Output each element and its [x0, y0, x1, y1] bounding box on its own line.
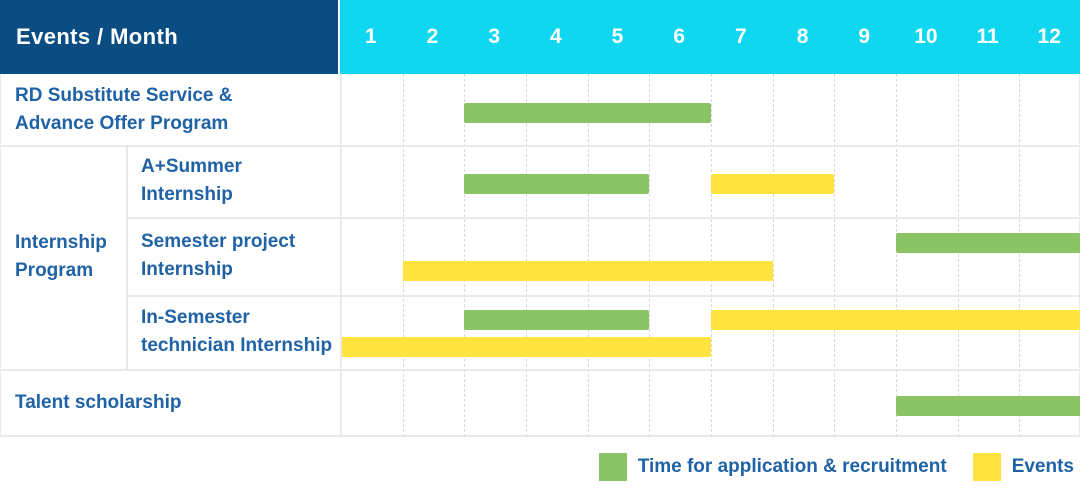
month-gridline	[526, 74, 527, 437]
row-label-rd-substitute: RD Substitute Service & Advance Offer Pr…	[15, 74, 325, 145]
month-header-8: 8	[796, 25, 809, 48]
recruitment-bar	[464, 174, 650, 194]
row-label-line: Talent scholarship	[15, 392, 182, 413]
month-header-5: 5	[611, 25, 624, 48]
row-label-in-semester-technician: In-Semester technician Internship	[141, 295, 339, 369]
month-header-9: 9	[858, 25, 871, 48]
events-swatch-icon	[972, 453, 1001, 481]
month-gridline	[649, 74, 651, 437]
row-divider	[1, 369, 1080, 371]
event-bar	[402, 261, 773, 282]
row-label-line: Internship	[141, 259, 233, 280]
event-bar	[711, 309, 1080, 330]
event-bar	[341, 336, 711, 357]
month-gridline	[711, 74, 712, 437]
row-label-line: Semester project	[141, 231, 296, 252]
month-header-1: 1	[364, 25, 377, 48]
group-label-line: Internship	[15, 232, 107, 253]
month-header-7: 7	[735, 25, 747, 48]
month-gridline	[957, 74, 959, 437]
month-header-3: 3	[488, 25, 501, 48]
row-divider	[1, 145, 1080, 147]
legend: Time for application & recruitment Event…	[598, 450, 1074, 484]
legend-item-events: Events	[972, 453, 1074, 481]
event-bar	[711, 174, 835, 194]
month-gridline	[772, 74, 774, 437]
month-gridline	[896, 74, 897, 437]
month-header-11: 11	[976, 25, 999, 48]
chart-area	[341, 74, 1080, 437]
month-gridline	[587, 74, 589, 437]
group-label-internship-program: Internship Program	[15, 145, 125, 369]
row-divider	[126, 217, 1080, 219]
row-label-semester-project: Semester project Internship	[141, 217, 339, 295]
month-header-6: 6	[673, 25, 686, 48]
recruitment-bar	[896, 396, 1080, 416]
row-label-line: In-Semester	[141, 307, 250, 328]
row-label-a-plus-summer: A+Summer Internship	[141, 145, 339, 217]
month-gridline	[464, 74, 466, 437]
month-gridline	[1019, 74, 1021, 437]
group-label-line: Program	[15, 260, 94, 281]
row-label-line: Internship	[141, 184, 233, 205]
month-gridline	[834, 74, 836, 437]
row-label-talent-scholarship: Talent scholarship	[15, 369, 335, 437]
month-header-row: 1 2 3 4 5 6 7 8 9 10 11 12	[340, 0, 1080, 74]
row-label-line: RD Substitute Service &	[15, 84, 233, 106]
recruitment-bar	[464, 309, 650, 330]
row-label-line: A+Summer	[141, 156, 242, 177]
month-header-2: 2	[426, 25, 439, 48]
month-gridline	[402, 74, 404, 437]
month-header-4: 4	[550, 25, 562, 48]
legend-events-label: Events	[1011, 456, 1074, 477]
row-divider	[126, 295, 1080, 297]
table-body: RD Substitute Service & Advance Offer Pr…	[0, 74, 1080, 437]
row-label-line: technician Internship	[141, 335, 333, 356]
legend-recruitment-label: Time for application & recruitment	[637, 456, 947, 477]
month-header-12: 12	[1037, 25, 1061, 48]
recruitment-swatch-icon	[598, 453, 627, 481]
table-header-row: Events / Month 1 2 3 4 5 6 7 8 9 10 11 12	[0, 0, 1080, 74]
sublabel-column-divider	[126, 145, 128, 369]
month-header-10: 10	[914, 25, 938, 48]
label-chart-divider	[340, 74, 342, 437]
header-events-month-cell: Events / Month	[0, 0, 338, 74]
recruitment-bar	[896, 232, 1080, 253]
recruitment-bar	[464, 102, 711, 123]
legend-item-recruitment: Time for application & recruitment	[598, 453, 947, 481]
row-label-line: Advance Offer Program	[15, 112, 229, 134]
